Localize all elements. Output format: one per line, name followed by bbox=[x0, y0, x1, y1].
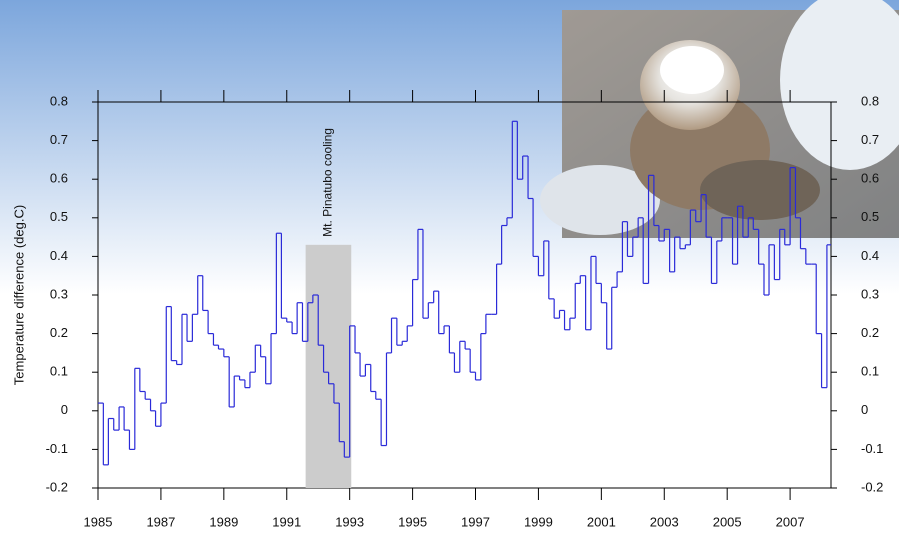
y-tick-label: 0 bbox=[61, 402, 68, 417]
x-tick-label: 1985 bbox=[84, 514, 113, 529]
y2-tick-label: 0.8 bbox=[861, 93, 879, 108]
pinatubo-shade bbox=[305, 244, 352, 488]
volcano-photo bbox=[540, 0, 899, 238]
y2-tick-label: 0.6 bbox=[861, 171, 879, 186]
y2-tick-label: 0.4 bbox=[861, 248, 879, 263]
y-tick-label: -0.2 bbox=[46, 479, 68, 494]
y-tick-label: 0.4 bbox=[50, 248, 68, 263]
y2-tick-label: -0.1 bbox=[861, 441, 883, 456]
x-tick-label: 1991 bbox=[272, 514, 301, 529]
y-tick-label: 0.3 bbox=[50, 286, 68, 301]
x-tick-label: 1987 bbox=[146, 514, 175, 529]
x-tick-label: 2007 bbox=[776, 514, 805, 529]
y-tick-label: 0.6 bbox=[50, 171, 68, 186]
y2-tick-label: 0.7 bbox=[861, 132, 879, 147]
y-axis-label: Temperature difference (deg.C) bbox=[11, 205, 26, 385]
y2-tick-label: 0.3 bbox=[861, 286, 879, 301]
y-tick-label: 0.2 bbox=[50, 325, 68, 340]
y2-tick-label: 0 bbox=[861, 402, 868, 417]
x-tick-label: 1995 bbox=[398, 514, 427, 529]
y2-tick-label: 0.5 bbox=[861, 209, 879, 224]
x-tick-label: 1997 bbox=[461, 514, 490, 529]
x-tick-label: 2001 bbox=[587, 514, 616, 529]
y-tick-label: 0.8 bbox=[50, 93, 68, 108]
x-tick-label: 1989 bbox=[209, 514, 238, 529]
y-tick-label: -0.1 bbox=[46, 441, 68, 456]
x-tick-label: 1999 bbox=[524, 514, 553, 529]
y-tick-label: 0.1 bbox=[50, 364, 68, 379]
x-tick-label: 1993 bbox=[335, 514, 364, 529]
y-tick-label: 0.5 bbox=[50, 209, 68, 224]
y2-tick-label: 0.2 bbox=[861, 325, 879, 340]
x-tick-label: 2005 bbox=[713, 514, 742, 529]
y2-tick-label: -0.2 bbox=[861, 479, 883, 494]
annotation: Mt. Pinatubo cooling bbox=[321, 128, 335, 237]
x-tick-label: 2003 bbox=[650, 514, 679, 529]
y2-tick-label: 0.1 bbox=[861, 364, 879, 379]
y-tick-label: 0.7 bbox=[50, 132, 68, 147]
